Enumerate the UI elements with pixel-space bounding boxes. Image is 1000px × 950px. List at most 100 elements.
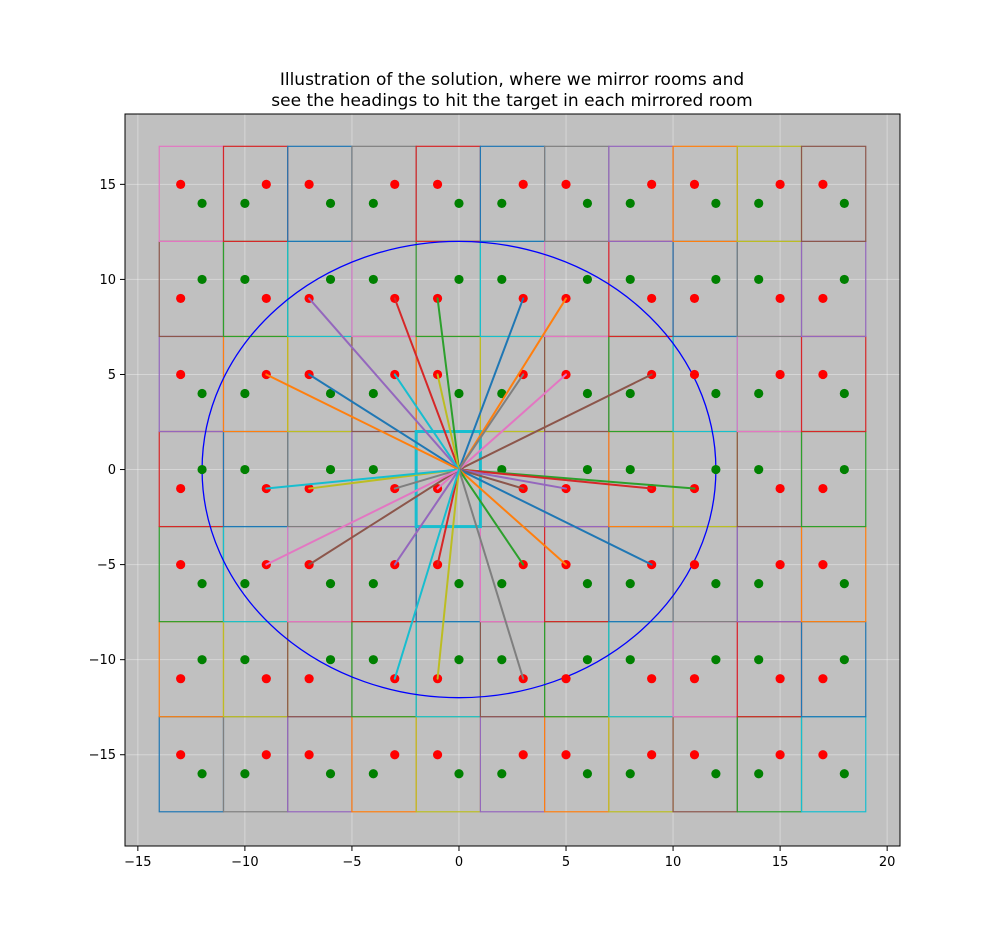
mirrored-me-point (625, 274, 635, 285)
mirrored-me-point (197, 464, 207, 475)
mirrored-me-point (582, 655, 593, 665)
mirrored-me-point (240, 579, 250, 589)
mirrored-room (800, 145, 867, 242)
mirrored-me-point (240, 274, 250, 285)
mirrored-target-point (818, 483, 828, 494)
mirrored-me-point (711, 769, 721, 779)
heading-line (308, 297, 460, 471)
heading-line (457, 373, 568, 471)
heading-line (457, 468, 653, 490)
heading-line (393, 297, 460, 471)
mirrored-me-point (582, 198, 593, 208)
mirrored-me-point (582, 579, 593, 589)
mirrored-me-point (454, 769, 464, 779)
mirrored-target-point (775, 483, 785, 494)
mirrored-me-point (754, 769, 764, 779)
heading-line (393, 468, 460, 680)
mirrored-target-point (775, 293, 785, 304)
mirrored-target-point (261, 179, 271, 189)
x-tick-label: −10 (231, 855, 258, 870)
mirrored-target-point (775, 750, 785, 760)
mirrored-target-point (689, 369, 700, 380)
mirrored-me-point (625, 198, 635, 208)
mirrored-target-point (518, 179, 528, 189)
mirrored-target-point (176, 560, 186, 570)
heading-line (436, 468, 460, 566)
mirrored-target-point (775, 560, 785, 570)
mirrored-me-point (454, 274, 464, 285)
mirrored-me-point (325, 655, 336, 665)
mirrored-target-point (261, 750, 271, 760)
mirrored-me-point (368, 579, 378, 589)
mirrored-me-point (197, 274, 207, 285)
mirrored-target-point (775, 369, 785, 380)
mirrored-target-point (689, 179, 700, 189)
x-tick-label: 20 (879, 855, 896, 870)
axes-frame (124, 113, 901, 847)
heading-line (457, 373, 653, 471)
mirrored-me-point (240, 769, 250, 779)
heading-line (436, 468, 460, 680)
mirrored-target-point (689, 674, 700, 684)
mirrored-me-point (754, 274, 764, 285)
mirrored-target-point (176, 674, 186, 684)
mirrored-target-point (304, 750, 314, 760)
mirrored-me-point (625, 769, 635, 779)
mirrored-me-point (711, 274, 721, 285)
mirrored-me-point (368, 655, 378, 665)
mirrored-me-point (454, 198, 464, 208)
mirrored-me-point (582, 769, 593, 779)
mirrored-me-point (839, 579, 849, 589)
heading-line (265, 468, 460, 566)
mirrored-me-point (754, 464, 764, 475)
mirrored-me-point (711, 579, 721, 589)
mirrored-target-point (818, 179, 828, 189)
mirrored-me-point (197, 769, 207, 779)
mirrored-me-point (582, 274, 593, 285)
mirrored-me-point (368, 274, 378, 285)
heading-line (457, 373, 525, 471)
heading-line (308, 373, 460, 471)
mirrored-me-point (454, 655, 464, 665)
mirrored-me-point (325, 464, 336, 475)
mirrored-me-point (711, 388, 721, 399)
mirrored-me-point (368, 769, 378, 779)
mirrored-me-point (839, 388, 849, 399)
mirrored-target-point (647, 674, 657, 684)
mirrored-target-point (689, 750, 700, 760)
mirrored-target-point (561, 179, 571, 189)
axis-ticks: −15 −10 −5 0 5 10 15 20 −15 −10 −5 0 5 10 15 (89, 178, 896, 870)
mirrored-me-point (625, 655, 635, 665)
mirrored-me-point (454, 579, 464, 589)
mirrored-me-point (197, 388, 207, 399)
y-tick-label: −10 (89, 653, 116, 668)
mirrored-target-point (818, 293, 828, 304)
mirrored-target-point (176, 179, 186, 189)
chart-title-line-1: Illustration of the solution, where we m… (280, 70, 744, 90)
x-tick-label: −5 (342, 855, 361, 870)
mirrored-me-point (197, 655, 207, 665)
heading-line (393, 468, 460, 566)
mirrored-me-point (625, 579, 635, 589)
mirrored-target-point (818, 750, 828, 760)
y-tick-label: −5 (97, 558, 116, 573)
mirrored-target-point (261, 674, 271, 684)
mirrored-me-point (497, 769, 507, 779)
mirrored-me-point (497, 198, 507, 208)
heading-line (457, 468, 525, 680)
mirrored-target-point (818, 560, 828, 570)
y-tick-label: 10 (99, 273, 116, 288)
mirrored-me-point (711, 655, 721, 665)
mirrored-me-point (325, 579, 336, 589)
mirrored-target-point (689, 293, 700, 304)
mirrored-me-point (497, 579, 507, 589)
mirrored-me-point (582, 388, 593, 399)
mirrored-target-point (647, 750, 657, 760)
mirrored-me-point (325, 388, 336, 399)
x-tick-label: 15 (772, 855, 789, 870)
mirrored-me-point (839, 274, 849, 285)
mirrored-me-point (711, 198, 721, 208)
mirrored-target-point (304, 674, 314, 684)
x-tick-label: 10 (665, 855, 682, 870)
heading-line (308, 468, 460, 566)
